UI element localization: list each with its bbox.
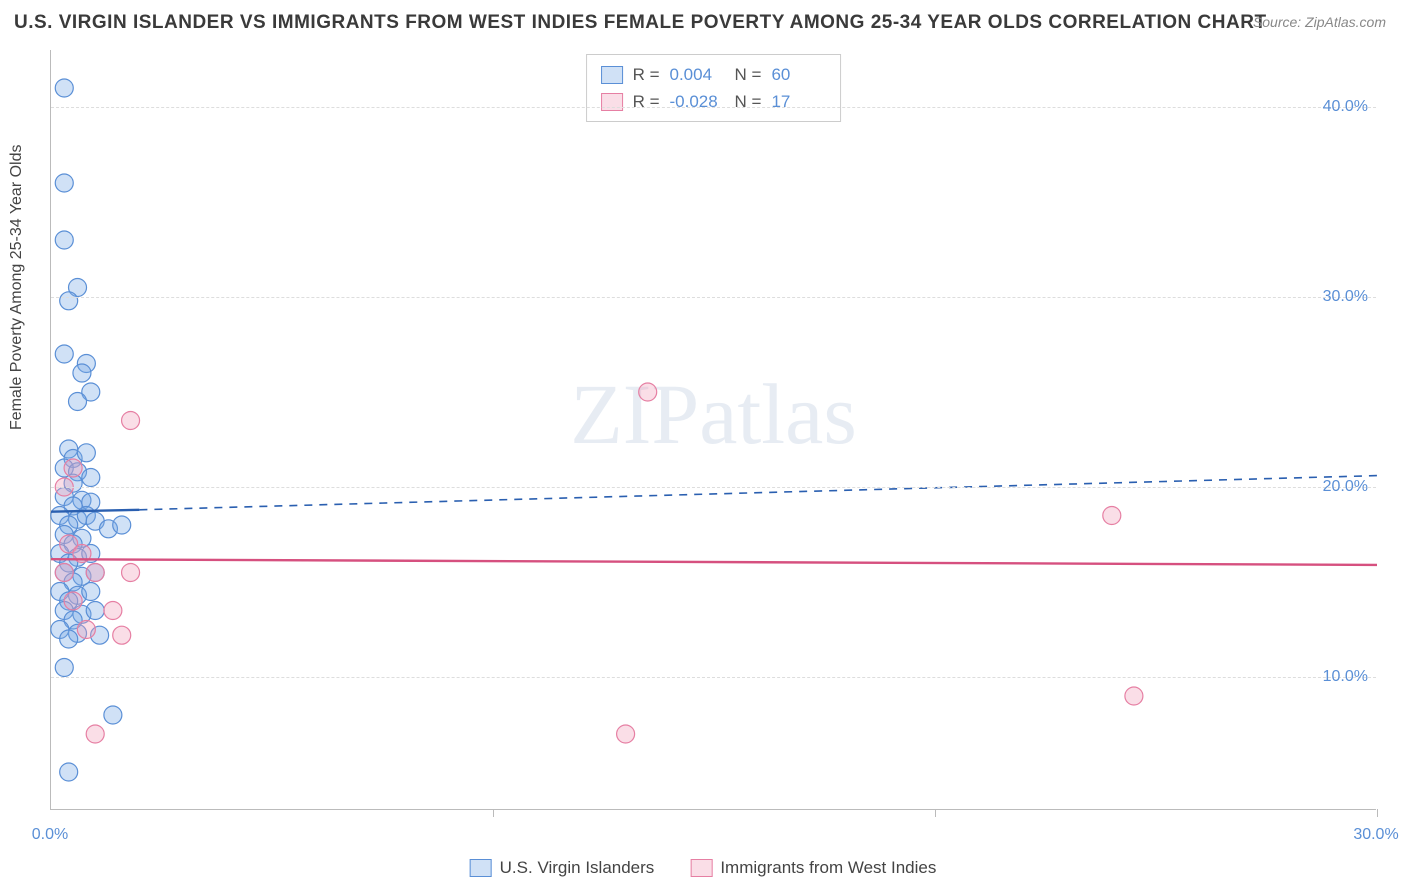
data-point xyxy=(77,621,95,639)
x-tick xyxy=(493,809,494,817)
data-point xyxy=(113,516,131,534)
data-point xyxy=(122,564,140,582)
y-tick-label: 20.0% xyxy=(1323,478,1368,496)
data-point xyxy=(122,412,140,430)
data-point xyxy=(55,79,73,97)
data-point xyxy=(1103,507,1121,525)
x-tick-label: 30.0% xyxy=(1353,826,1398,844)
data-point xyxy=(86,725,104,743)
data-point xyxy=(73,364,91,382)
swatch-bottom-2 xyxy=(690,859,712,877)
legend-label-1: U.S. Virgin Islanders xyxy=(500,858,655,878)
trend-line xyxy=(51,559,1377,565)
data-point xyxy=(113,626,131,644)
data-point xyxy=(55,659,73,677)
chart-title: U.S. VIRGIN ISLANDER VS IMMIGRANTS FROM … xyxy=(14,12,1267,34)
swatch-bottom-1 xyxy=(470,859,492,877)
data-point xyxy=(55,345,73,363)
data-point xyxy=(104,706,122,724)
data-point xyxy=(60,763,78,781)
y-tick-label: 40.0% xyxy=(1323,98,1368,116)
x-tick xyxy=(935,809,936,817)
legend-item-2: Immigrants from West Indies xyxy=(690,858,936,878)
data-point xyxy=(55,564,73,582)
y-tick-label: 10.0% xyxy=(1323,668,1368,686)
data-point xyxy=(617,725,635,743)
gridline xyxy=(51,487,1376,488)
data-point xyxy=(104,602,122,620)
trend-line-extrapolated xyxy=(139,476,1377,510)
chart-plot-area: ZIPatlas R = 0.004 N = 60 R = -0.028 N =… xyxy=(50,50,1376,810)
data-point xyxy=(639,383,657,401)
scatter-svg xyxy=(51,50,1376,809)
data-point xyxy=(77,444,95,462)
gridline xyxy=(51,677,1376,678)
gridline xyxy=(51,297,1376,298)
gridline xyxy=(51,107,1376,108)
data-point xyxy=(55,231,73,249)
data-point xyxy=(55,174,73,192)
data-point xyxy=(82,469,100,487)
data-point xyxy=(60,630,78,648)
x-tick-label: 0.0% xyxy=(32,826,68,844)
data-point xyxy=(64,592,82,610)
series-legend: U.S. Virgin Islanders Immigrants from We… xyxy=(470,858,937,878)
x-tick xyxy=(1377,809,1378,817)
data-point xyxy=(82,583,100,601)
data-point xyxy=(86,564,104,582)
legend-item-1: U.S. Virgin Islanders xyxy=(470,858,655,878)
data-point xyxy=(60,292,78,310)
data-point xyxy=(64,459,82,477)
y-axis-label: Female Poverty Among 25-34 Year Olds xyxy=(8,145,26,431)
data-point xyxy=(69,393,87,411)
legend-label-2: Immigrants from West Indies xyxy=(720,858,936,878)
source-label: Source: ZipAtlas.com xyxy=(1253,14,1386,30)
data-point xyxy=(1125,687,1143,705)
y-tick-label: 30.0% xyxy=(1323,288,1368,306)
data-point xyxy=(86,602,104,620)
